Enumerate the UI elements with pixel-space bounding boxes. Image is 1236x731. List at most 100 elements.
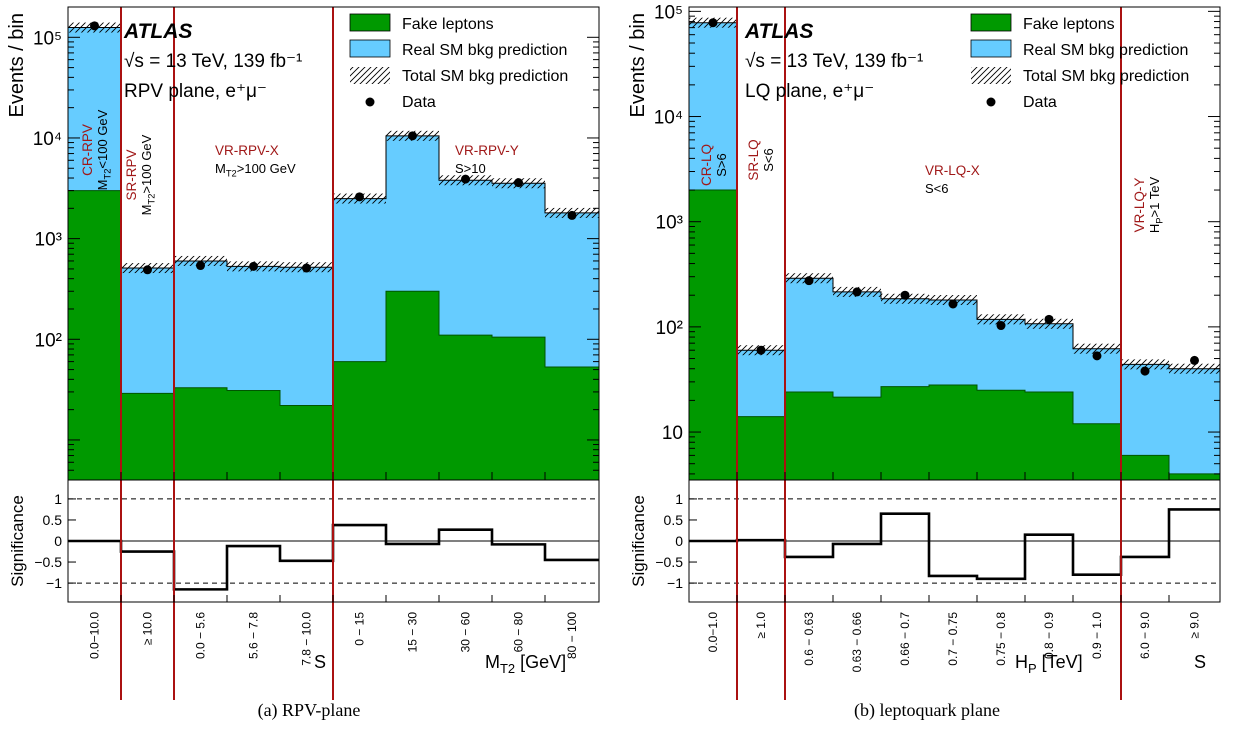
sig-y-tick-label: 0 [54, 533, 62, 549]
data-point [1093, 351, 1102, 360]
category-label-text: 15 − 30 [406, 612, 420, 653]
data-point [997, 321, 1006, 330]
energy-label: √s = 13 TeV, 139 fb⁻¹ [745, 51, 923, 72]
fake-lepton-bar [881, 387, 929, 480]
category-label-text: 7.8 − 10.0 [300, 612, 314, 666]
sig-y-tick-label: 0 [675, 533, 683, 549]
sig-axis-title: Significance [629, 495, 648, 587]
plane-label: RPV plane, e⁺μ⁻ [124, 81, 267, 102]
region-label: SR-LQ S<6 [746, 139, 776, 180]
data-point [249, 262, 258, 271]
fake-lepton-bar [386, 291, 439, 480]
category-label-text: ≥ 9.0 [1188, 612, 1202, 639]
region-name: VR-LQ-X [925, 163, 980, 178]
data-point [514, 178, 523, 187]
fake-lepton-bar [545, 367, 599, 480]
category-label-text: 0.0 − 5.6 [194, 612, 208, 659]
sig-y-tick-label: 1 [675, 491, 683, 507]
y-axis-title-text: Events / bin [627, 13, 649, 118]
category-label-text: 0.66 − 0.7 [898, 612, 912, 666]
category-label: ≥ 1.0 [754, 612, 768, 639]
region-cut: S<6 [761, 148, 776, 172]
category-label-text: 30 − 60 [459, 612, 473, 653]
data-point [1141, 367, 1150, 376]
data-point [805, 276, 814, 285]
data-point [302, 264, 311, 273]
sig-axis-title-text: Significance [629, 495, 648, 587]
caption-rpv-plane: (a) RPV-plane [0, 700, 618, 721]
data-point [901, 291, 910, 300]
significance-panel: 1 0.5 0 −0.5 −1 Significance [8, 480, 599, 602]
fake-lepton-bar [785, 392, 833, 480]
legend-label-real: Real SM bkg prediction [402, 42, 567, 59]
y-tick-label: 10⁴ [654, 108, 683, 129]
category-label-text: 0.63 − 0.66 [850, 612, 864, 673]
significance-panel: 1 0.5 0 −0.5 −1 Significance [629, 480, 1220, 602]
category-label: 80 − 100 [565, 612, 579, 659]
region-cut: S<6 [925, 181, 949, 196]
sig-axis-title: Significance [8, 495, 27, 587]
atlas-label: ATLAS [744, 20, 813, 43]
x-axis-label: HP [TeV] [1015, 652, 1083, 676]
region-name: SR-RPV [124, 149, 139, 200]
category-label-text: ≥ 1.0 [754, 612, 768, 639]
category-label-text: 0 − 15 [353, 612, 367, 646]
fake-lepton-bar [737, 417, 785, 480]
y-tick-label: 10³ [35, 230, 62, 251]
category-label: ≥ 10.0 [141, 612, 155, 646]
data-point [90, 21, 99, 30]
sig-y-tick-label: 0.5 [664, 512, 684, 528]
legend-swatch-fake [350, 14, 390, 31]
energy-label: √s = 13 TeV, 139 fb⁻¹ [124, 51, 302, 72]
legend: Fake leptons Real SM bkg prediction Total … [350, 14, 568, 111]
region-label: VR-LQ-Y HP>1 TeV [1132, 177, 1165, 234]
sig-y-tick-label: −0.5 [655, 554, 683, 570]
x-axis-label: S [1194, 652, 1206, 672]
significance-step-line [689, 509, 1220, 578]
region-name: VR-RPV-X [215, 143, 279, 158]
fake-lepton-bar [68, 191, 121, 480]
data-point [143, 265, 152, 274]
x-axis-label: MT2 [GeV] [485, 652, 566, 676]
category-label: ≥ 9.0 [1188, 612, 1202, 639]
real-bkg-bar [1169, 369, 1220, 480]
y-tick-label: 10⁵ [654, 2, 683, 23]
fake-lepton-bar [929, 385, 977, 480]
category-label: 0 − 15 [353, 612, 367, 646]
category-label-text: 0.75 − 0.8 [994, 612, 1008, 666]
category-label: 0.75 − 0.8 [994, 612, 1008, 666]
data-point [853, 287, 862, 296]
category-label-text: 0.6 − 0.63 [802, 612, 816, 666]
data-point [709, 18, 718, 27]
category-label-text: 80 − 100 [565, 612, 579, 659]
y-tick-label: 10⁴ [33, 129, 62, 150]
sig-y-tick-label: −0.5 [34, 554, 62, 570]
y-tick-label: 10³ [656, 213, 683, 234]
x-axis-label: S [314, 652, 326, 672]
sig-axis-title-text: Significance [8, 495, 27, 587]
region-name: CR-LQ [699, 144, 714, 186]
category-label-text: 0.9 − 1.0 [1090, 612, 1104, 659]
legend-label-real: Real SM bkg prediction [1023, 42, 1188, 59]
legend-label-data: Data [1023, 94, 1057, 111]
legend-marker-data [987, 98, 996, 107]
category-label-text: 6.0 − 9.0 [1138, 612, 1152, 659]
data-point [196, 261, 205, 270]
fake-lepton-bar [833, 397, 881, 480]
legend-label-fake: Fake leptons [1023, 16, 1115, 33]
region-cut: MT2>100 GeV [139, 134, 157, 215]
category-label-text: ≥ 10.0 [141, 612, 155, 646]
fake-lepton-bar [1121, 455, 1169, 480]
region-cut: S>6 [714, 153, 729, 177]
category-label: 30 − 60 [459, 612, 473, 653]
legend-label-fake: Fake leptons [402, 16, 494, 33]
category-label: 0.63 − 0.66 [850, 612, 864, 673]
y-axis-title: Events / bin [627, 13, 649, 118]
legend-swatch-fake [971, 14, 1011, 31]
fake-lepton-bar [1025, 392, 1073, 480]
plane-label: LQ plane, e⁺μ⁻ [745, 81, 874, 102]
legend-swatch-total [971, 67, 1011, 84]
region-name: VR-RPV-Y [455, 143, 519, 158]
sig-y-tick-label: −1 [667, 575, 683, 591]
